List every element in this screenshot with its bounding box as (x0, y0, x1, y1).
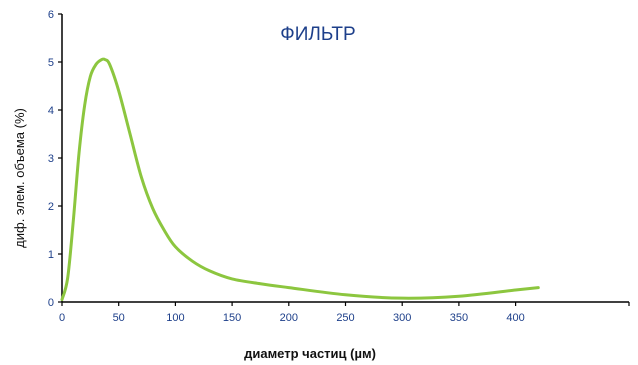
series-line (60, 57, 540, 302)
y-tick-label: 3 (48, 153, 54, 165)
x-tick-label: 100 (166, 312, 184, 324)
chart-title: ФИЛЬТР (280, 24, 355, 45)
y-tick-label: 5 (48, 57, 54, 69)
y-tick-label: 2 (48, 201, 54, 213)
y-tick-label: 0 (48, 297, 54, 309)
y-tick-label: 6 (48, 9, 54, 21)
x-tick-label: 300 (393, 312, 411, 324)
y-tick-label: 4 (48, 105, 54, 117)
x-tick-label: 250 (336, 312, 354, 324)
x-tick-label: 200 (280, 312, 298, 324)
x-tick-label: 150 (223, 312, 241, 324)
y-axis-title: диф. элем. объема (%) (12, 108, 27, 248)
x-tick-label: 0 (59, 312, 65, 324)
x-tick-label: 50 (113, 312, 125, 324)
x-tick-label: 350 (450, 312, 468, 324)
x-tick-label: 400 (506, 312, 524, 324)
y-tick-label: 1 (48, 249, 54, 261)
x-axis-title: диаметр частиц (µм) (244, 346, 376, 361)
